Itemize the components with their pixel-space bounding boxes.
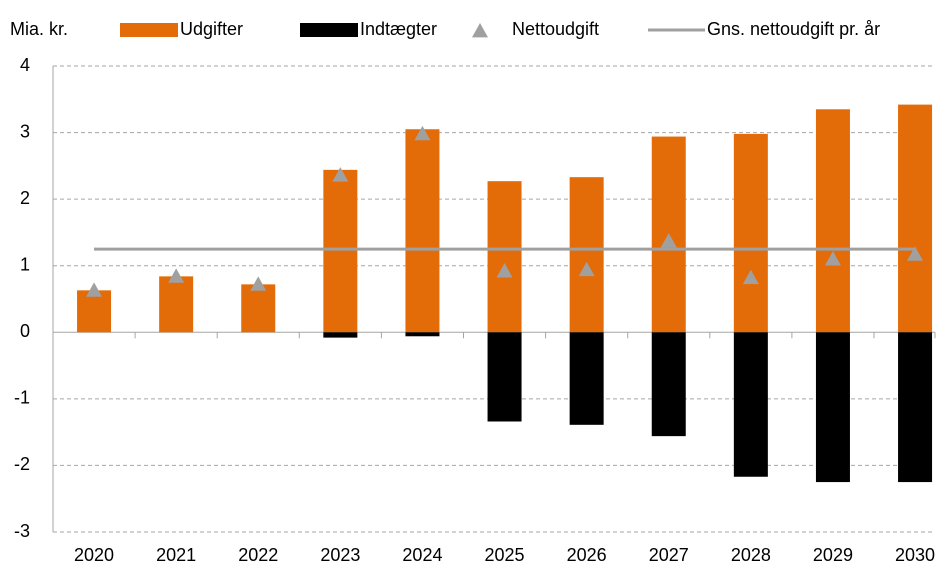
x-tick-label: 2021 [156, 545, 196, 565]
marker [907, 246, 924, 261]
y-tick-label: 3 [20, 121, 30, 141]
bar [323, 169, 358, 333]
legend-swatch [472, 23, 488, 38]
marker [168, 268, 185, 283]
bar [898, 104, 933, 333]
x-tick-label: 2030 [895, 545, 935, 565]
bar [241, 284, 276, 333]
marker [86, 282, 103, 297]
x-tick-label: 2022 [238, 545, 278, 565]
legend-label: Udgifter [180, 19, 243, 39]
marker [332, 167, 349, 182]
bar [733, 332, 768, 477]
x-tick-label: 2026 [567, 545, 607, 565]
marker [824, 251, 841, 266]
legend-swatch [120, 23, 178, 37]
bar [569, 177, 604, 333]
y-tick-label: -3 [14, 521, 30, 541]
bar [159, 276, 194, 333]
y-tick-label: 0 [20, 321, 30, 341]
y-axis-label: Mia. kr. [10, 19, 68, 39]
marker [414, 125, 431, 141]
legend-label: Indtægter [360, 19, 437, 39]
bar [569, 332, 604, 425]
bar [651, 332, 686, 437]
legend-label: Nettoudgift [512, 19, 599, 39]
y-tick-label: 1 [20, 254, 30, 274]
x-tick-label: 2020 [74, 545, 114, 565]
legend-swatch [300, 23, 358, 37]
x-tick-label: 2025 [485, 545, 525, 565]
y-tick-label: -2 [14, 454, 30, 474]
marker [742, 269, 759, 285]
bar [77, 290, 112, 333]
bar [487, 332, 522, 422]
x-tick-label: 2023 [320, 545, 360, 565]
y-tick-label: 2 [20, 188, 30, 208]
bar [815, 109, 850, 333]
marker [250, 276, 267, 291]
bar [815, 332, 850, 483]
x-tick-label: 2024 [402, 545, 442, 565]
bar [487, 181, 522, 333]
bar [405, 332, 440, 337]
marker [660, 233, 677, 248]
legend-label: Gns. nettoudgift pr. år [707, 19, 880, 39]
bar [898, 332, 933, 483]
x-tick-label: 2029 [813, 545, 853, 565]
y-tick-label: -1 [14, 388, 30, 408]
x-tick-label: 2028 [731, 545, 771, 565]
marker [578, 261, 595, 277]
bar [323, 332, 358, 338]
bar [405, 129, 440, 333]
bar [733, 133, 768, 333]
x-tick-label: 2027 [649, 545, 689, 565]
y-tick-label: 4 [20, 55, 30, 75]
marker [496, 263, 513, 278]
